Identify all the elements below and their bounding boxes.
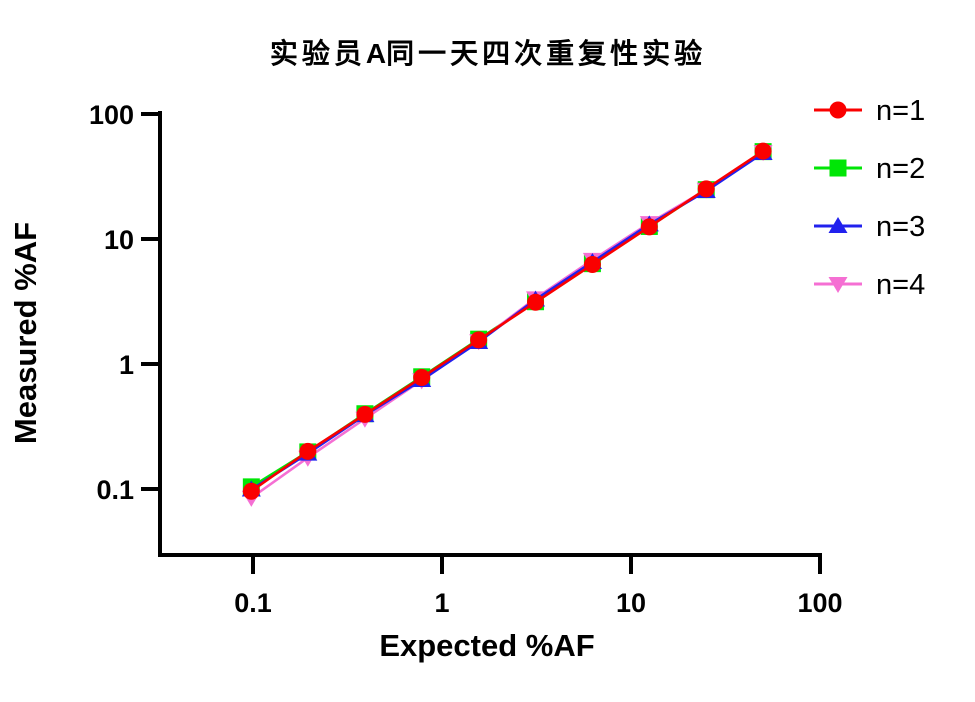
chart-title-emphasis: A	[366, 38, 386, 69]
x-tick-label-0.1: 0.1	[234, 588, 272, 618]
data-point-n=1-5	[527, 293, 545, 311]
legend-marker-square-icon	[829, 159, 847, 177]
y-tick-label-0.1: 0.1	[96, 475, 134, 505]
x-axis-tick-labels: 0.1 1 10 100	[234, 588, 842, 618]
y-tick-label-100: 100	[89, 100, 134, 130]
series-n=1	[242, 142, 772, 500]
x-tick-label-100: 100	[797, 588, 842, 618]
x-tick-label-10: 10	[616, 588, 646, 618]
data-point-n=1-8	[697, 180, 715, 198]
data-point-n=1-4	[470, 331, 488, 349]
legend-label-n=2: n=2	[876, 153, 925, 185]
data-point-n=1-3	[413, 368, 431, 386]
data-point-n=1-1	[299, 442, 317, 460]
y-axis-title: Measured %AF	[8, 222, 43, 444]
legend-item-n=3: n=3	[814, 211, 925, 243]
x-axis-ticks	[251, 555, 822, 574]
legend: n=1 n=2 n=3 n=4	[814, 95, 925, 301]
chart-title-suffix: 同一天四次重复性实验	[386, 37, 706, 70]
x-tick-label-1: 1	[434, 588, 449, 618]
data-point-n=1-9	[754, 142, 772, 160]
legend-item-n=4: n=4	[814, 269, 925, 301]
series-layer	[241, 142, 773, 507]
chart-title: 实验员A同一天四次重复性实验	[270, 37, 706, 70]
axis-frame	[158, 111, 822, 557]
data-point-n=1-7	[640, 218, 658, 236]
legend-label-n=4: n=4	[876, 269, 925, 301]
legend-marker-circle-icon	[829, 101, 847, 119]
y-tick-label-1: 1	[119, 350, 134, 380]
legend-label-n=1: n=1	[876, 95, 925, 127]
legend-item-n=1: n=1	[814, 95, 925, 127]
data-point-n=1-0	[242, 482, 260, 500]
legend-marker-triangle-up-icon	[828, 217, 848, 233]
y-tick-label-10: 10	[104, 225, 134, 255]
y-axis-tick-labels: 100 10 1 0.1	[89, 100, 134, 505]
y-axis-ticks	[141, 112, 160, 491]
data-point-n=1-2	[356, 405, 374, 423]
legend-marker-triangle-down-icon	[828, 277, 848, 293]
legend-label-n=3: n=3	[876, 211, 925, 243]
legend-item-n=2: n=2	[814, 153, 925, 185]
chart-title-prefix: 实验员	[270, 37, 366, 70]
data-point-n=1-6	[583, 256, 601, 274]
x-axis-title: Expected %AF	[379, 628, 594, 663]
series-line-n=1	[250, 150, 764, 493]
